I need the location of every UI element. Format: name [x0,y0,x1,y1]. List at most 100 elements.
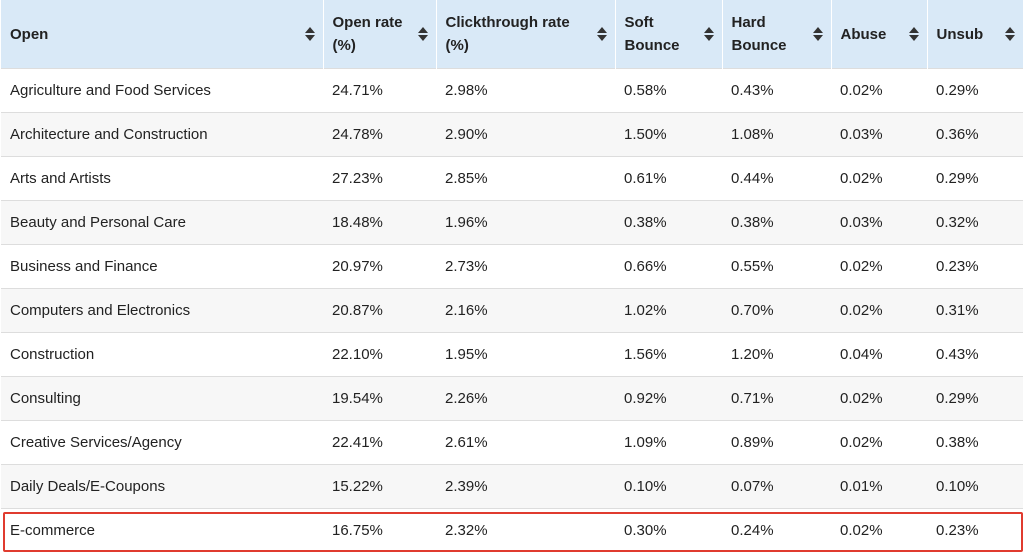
sort-updown-icon[interactable] [1005,26,1015,42]
table-header-row: Open Open rate (%) Clickthrough rate (%) Soft… [1,0,1023,69]
cell-soft: 0.10% [624,478,667,495]
cell-abuse: 0.02% [840,258,883,275]
table-row: Architecture and Construction 24.78% 2.90%… [1,112,1023,157]
cell-soft: 0.66% [624,258,667,275]
cell-open-rate: 22.10% [332,346,383,363]
column-header-unsub[interactable]: Unsub [927,0,1023,69]
cell-abuse: 0.02% [840,390,883,407]
cell-open: Creative Services/Agency [10,434,182,451]
cell-open: Arts and Artists [10,170,111,187]
table-row: Consulting 19.54% 2.26% 0.92% 0.71% 0.02% 0.29… [1,376,1023,421]
cell-open: Agriculture and Food Services [10,82,211,99]
table-row-highlighted: E-commerce 16.75% 2.32% 0.30% 0.24% 0.02% 0.23… [1,508,1023,553]
column-header-open[interactable]: Open [1,0,324,69]
cell-ctr: 2.32% [445,522,488,540]
cell-soft: 1.09% [624,434,667,451]
cell-hard: 0.38% [731,214,774,231]
cell-unsub: 0.29% [936,390,979,407]
cell-unsub: 0.10% [936,478,979,495]
cell-open: Business and Finance [10,258,158,275]
cell-ctr: 2.85% [445,170,488,187]
column-header-label: Hard Bounce [732,11,787,57]
cell-unsub: 0.32% [936,214,979,231]
table-body: Agriculture and Food Services 24.71% 2.98%… [1,68,1023,553]
column-header-label-line: Soft [624,14,654,31]
cell-open-rate: 20.97% [332,258,383,275]
column-header-hard[interactable]: Hard Bounce [722,0,832,69]
cell-open: Construction [10,346,95,363]
table-row: Beauty and Personal Care 18.48% 1.96% 0.38%… [1,200,1023,245]
sort-updown-icon[interactable] [304,26,315,42]
sort-updown-icon[interactable] [812,26,823,42]
cell-ctr: 2.98% [445,82,488,99]
cell-ctr: 2.90% [445,126,488,143]
cell-open-rate: 27.23% [332,170,383,187]
column-header-label: Open [10,23,48,46]
cell-unsub: 0.38% [936,434,979,451]
cell-soft: 0.61% [624,170,667,187]
table-row: Construction 22.10% 1.95% 1.56% 1.20% 0.04% 0.… [1,332,1023,377]
column-header-open-rate[interactable]: Open rate (%) [323,0,437,69]
cell-hard: 0.71% [731,390,774,407]
table-row: Daily Deals/E-Coupons 15.22% 2.39% 0.10% 0.0… [1,464,1023,509]
column-header-label-line: Abuse [840,25,887,43]
cell-open-rate: 15.22% [332,478,383,495]
column-header-label-line: Open rate [332,14,403,31]
table-row: Business and Finance 20.97% 2.73% 0.66% 0.55… [1,244,1023,289]
column-header-label-line: Bounce [624,37,680,54]
sort-updown-icon[interactable] [908,26,919,42]
cell-abuse: 0.02% [840,522,883,540]
cell-soft: 1.50% [624,126,667,143]
sort-updown-icon[interactable] [596,26,607,42]
cell-ctr: 2.16% [445,302,488,319]
cell-open-rate: 19.54% [332,390,383,407]
cell-ctr: 2.73% [445,258,488,275]
cell-open-rate: 18.48% [332,214,383,231]
cell-hard: 0.24% [731,522,774,540]
column-header-ctr[interactable]: Clickthrough rate (%) [436,0,616,69]
column-header-label-line: Clickthrough rate [445,14,570,31]
cell-open: Computers and Electronics [10,302,191,319]
cell-abuse: 0.02% [840,434,883,451]
cell-hard: 1.20% [731,346,774,363]
cell-open: Architecture and Construction [10,126,208,143]
sort-updown-icon[interactable] [703,26,714,42]
cell-soft: 0.30% [624,522,667,540]
cell-hard: 0.07% [731,478,774,495]
cell-abuse: 0.02% [840,82,883,99]
cell-soft: 1.56% [624,346,667,363]
cell-unsub: 0.23% [936,258,979,275]
cell-open: Beauty and Personal Care [10,214,186,231]
column-header-abuse[interactable]: Abuse [831,0,928,69]
column-header-label-line: Open [10,25,49,43]
table-row: Agriculture and Food Services 24.71% 2.98%… [1,68,1023,113]
cell-unsub: 0.43% [936,346,979,363]
cell-soft: 0.92% [624,390,667,407]
table-row: Arts and Artists 27.23% 2.85% 0.61% 0.44% 0.0… [1,156,1023,201]
cell-open-rate: 22.41% [332,434,383,451]
cell-abuse: 0.04% [840,346,883,363]
cell-abuse: 0.02% [840,170,883,187]
cell-hard: 0.44% [731,170,774,187]
cell-ctr: 1.95% [445,346,488,363]
column-header-label: Open rate (%) [333,11,403,57]
cell-open-rate: 24.71% [332,82,383,99]
cell-ctr: 2.26% [445,390,488,407]
sort-updown-icon[interactable] [417,26,428,42]
cell-hard: 0.89% [731,434,774,451]
cell-open: E-commerce [10,522,96,540]
cell-ctr: 2.39% [445,478,488,495]
cell-abuse: 0.02% [840,302,883,319]
column-header-label: Unsub [937,23,984,46]
cell-unsub: 0.36% [936,126,979,143]
cell-unsub: 0.29% [936,170,979,187]
cell-abuse: 0.03% [840,126,883,143]
column-header-label-line: (%) [445,37,469,54]
cell-unsub: 0.23% [936,522,979,540]
cell-abuse: 0.03% [840,214,883,231]
column-header-label: Clickthrough rate (%) [446,11,570,57]
column-header-soft[interactable]: Soft Bounce [615,0,723,69]
table-row: Computers and Electronics 20.87% 2.16% 1.02… [1,288,1023,333]
cell-ctr: 1.96% [445,214,488,231]
table-row: Creative Services/Agency 22.41% 2.61% 1.09%… [1,420,1023,465]
